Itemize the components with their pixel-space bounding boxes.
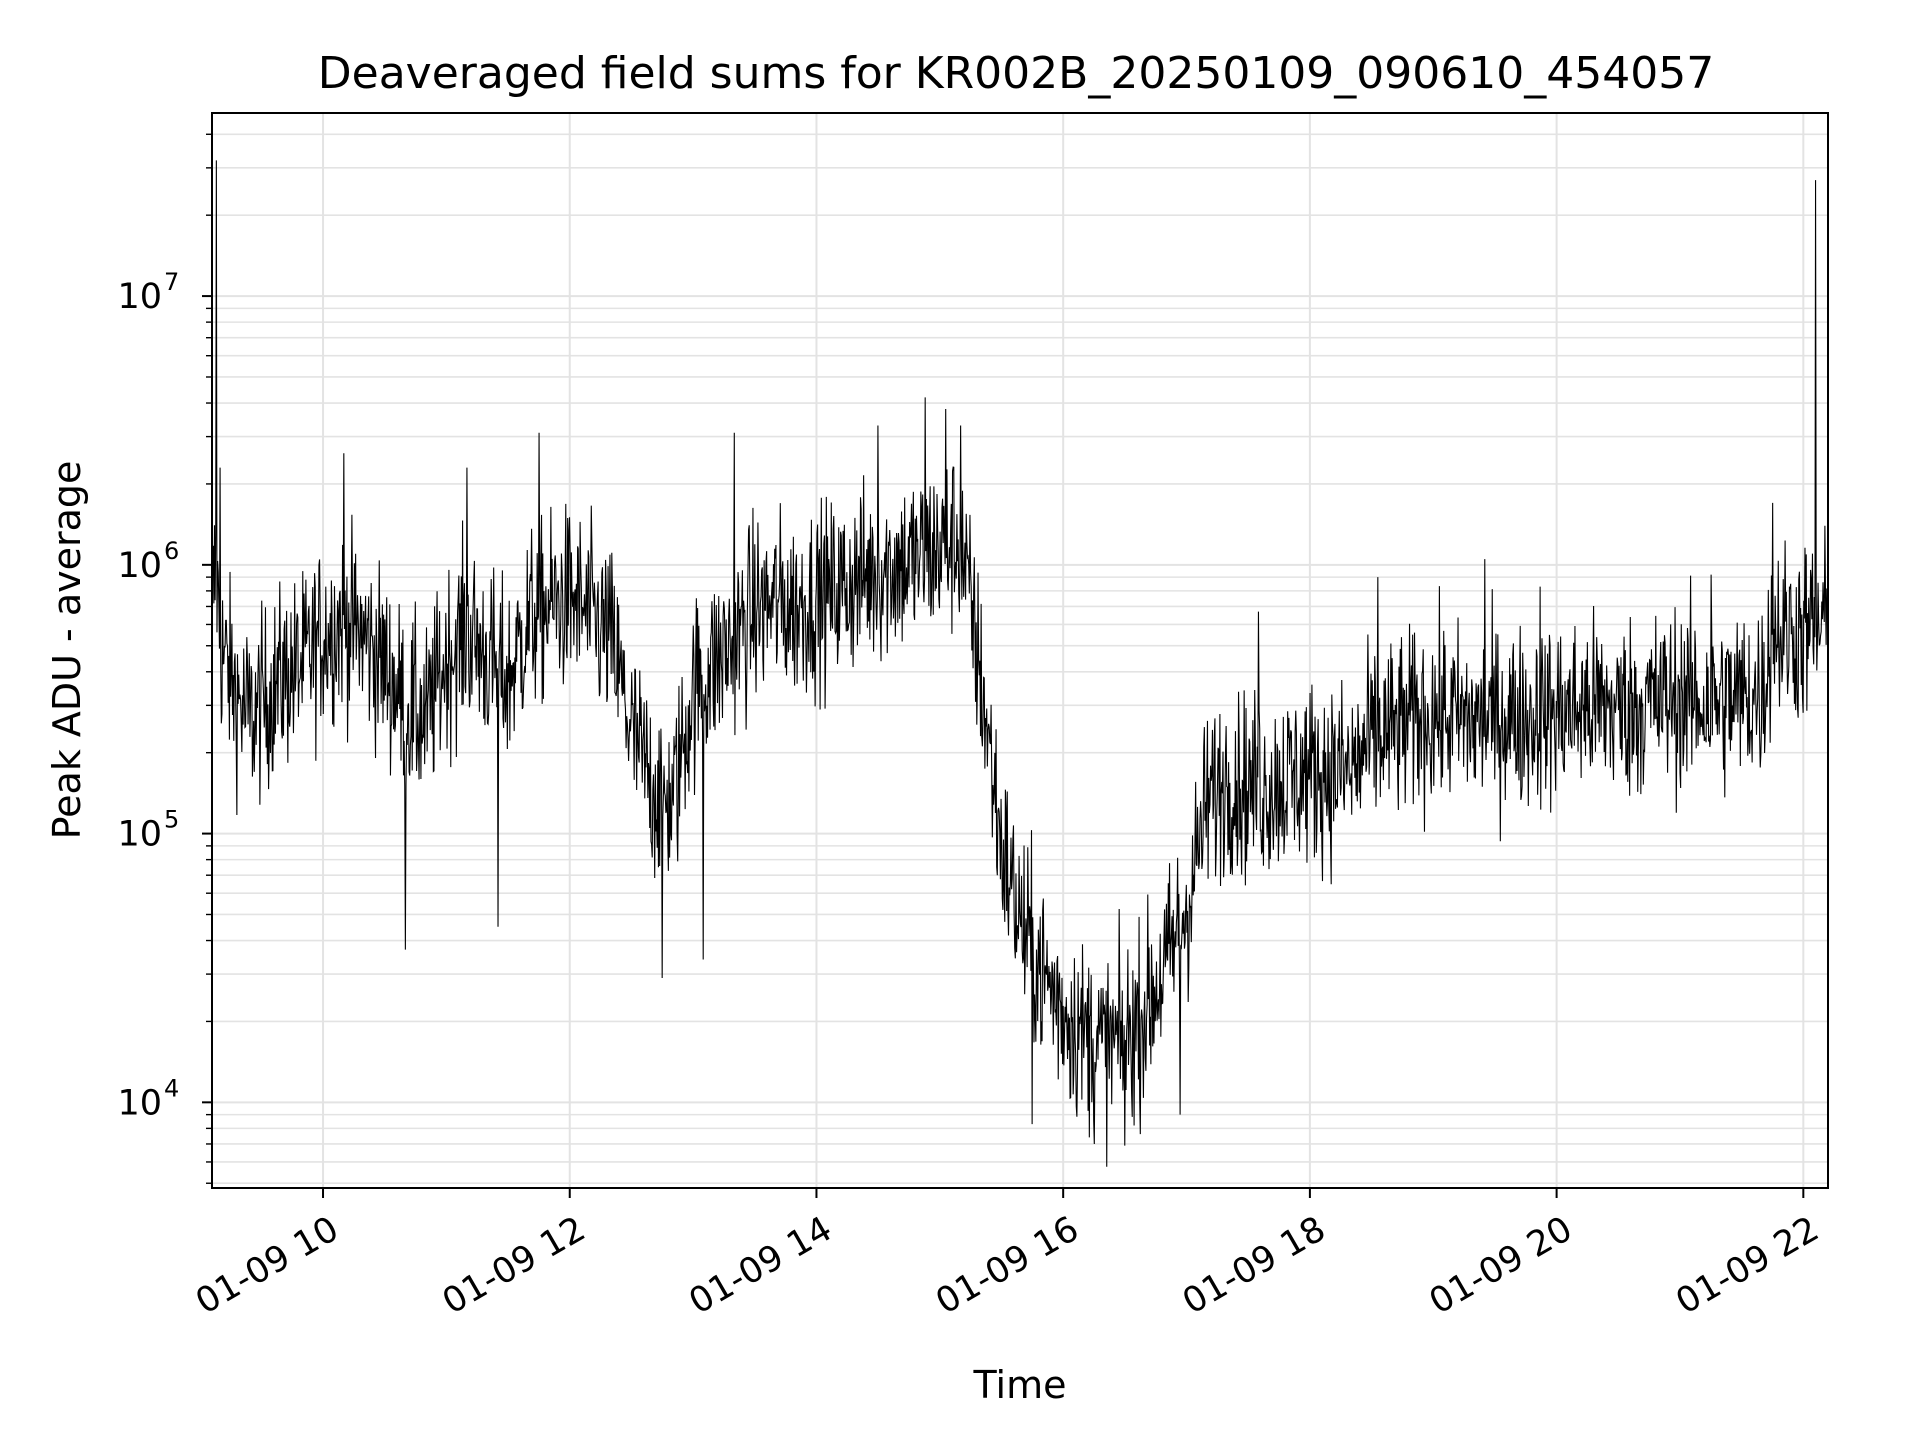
y-tick-label: 10 <box>117 546 162 586</box>
y-axis-label: Peak ADU - average <box>45 461 89 840</box>
y-tick-label: 10 <box>117 277 162 317</box>
y-tick-label: 10 <box>117 815 162 855</box>
x-axis-label: Time <box>973 1363 1067 1407</box>
y-tick-label: 10 <box>117 1083 162 1123</box>
y-tick-exponent: 7 <box>164 268 179 296</box>
y-tick-exponent: 4 <box>164 1074 179 1102</box>
chart-title: Deaveraged field sums for KR002B_2025010… <box>318 48 1714 99</box>
y-tick-exponent: 5 <box>164 806 179 834</box>
y-tick-exponent: 6 <box>164 537 179 565</box>
